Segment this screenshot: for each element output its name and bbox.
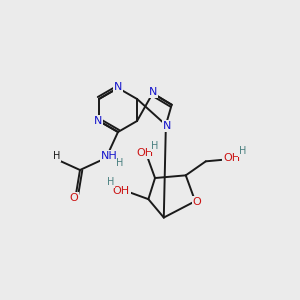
Text: NH: NH <box>100 151 117 161</box>
Text: H: H <box>151 141 159 151</box>
Text: OH: OH <box>113 186 130 196</box>
Text: H: H <box>116 158 124 168</box>
Text: N: N <box>94 116 102 126</box>
Text: N: N <box>114 82 122 92</box>
Text: O: O <box>193 197 202 207</box>
Text: O: O <box>70 193 78 203</box>
Text: H: H <box>107 177 114 187</box>
Text: OH: OH <box>136 148 154 158</box>
Text: N: N <box>148 87 157 97</box>
Text: H: H <box>239 146 247 156</box>
Text: N: N <box>163 121 171 131</box>
Text: H: H <box>53 151 61 161</box>
Text: OH: OH <box>223 153 240 163</box>
